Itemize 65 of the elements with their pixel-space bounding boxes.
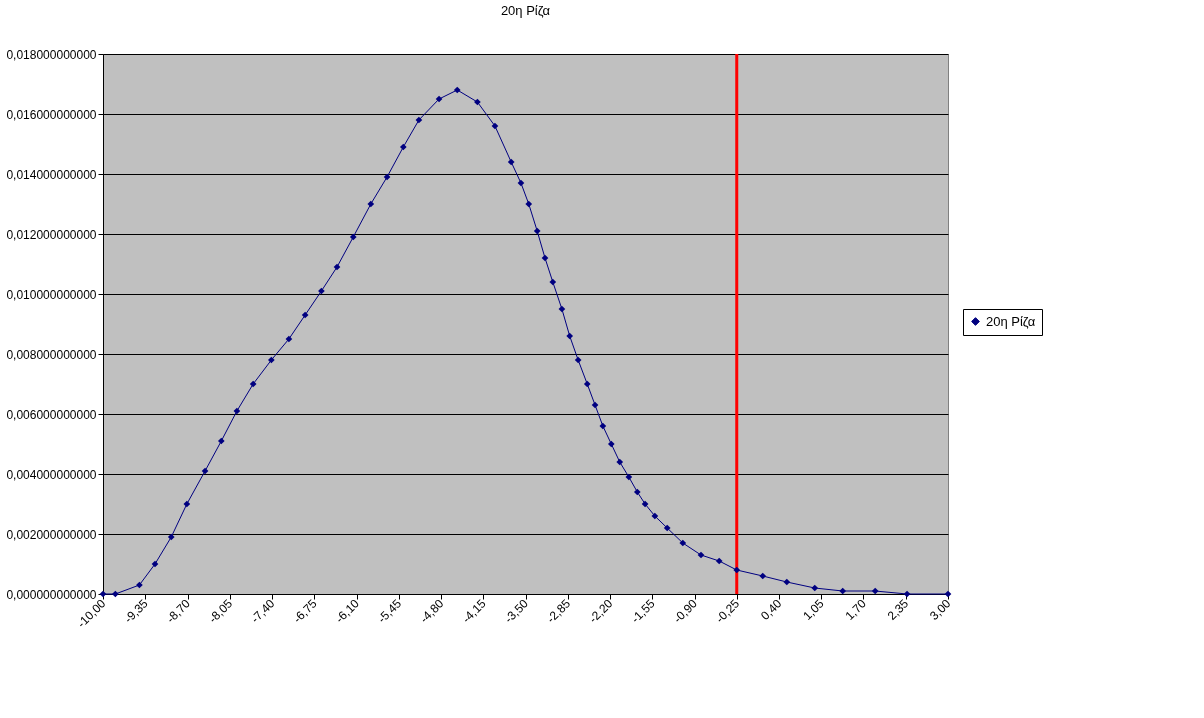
y-tick-label: 0,012000000000 (6, 227, 97, 242)
y-tick-label: 0,018000000000 (6, 47, 97, 62)
point (268, 356, 275, 364)
point (839, 587, 847, 595)
point (491, 122, 499, 130)
point (944, 590, 952, 598)
point (399, 143, 407, 151)
point (217, 437, 225, 445)
point (783, 578, 791, 586)
point (233, 407, 241, 415)
point (383, 173, 391, 181)
point (517, 179, 525, 187)
legend-label: 20η Ρίζα (986, 313, 1036, 329)
point (541, 254, 549, 262)
chart-title: 20η Ρίζα (500, 3, 551, 18)
x-tick-label: 0,40 (758, 596, 785, 623)
point (616, 458, 624, 466)
point (415, 116, 423, 124)
point (715, 557, 723, 565)
point (151, 560, 159, 568)
point (112, 590, 119, 598)
point (249, 380, 257, 388)
y-tick-label: 0,016000000000 (6, 107, 97, 122)
point (558, 305, 566, 313)
point (333, 263, 341, 271)
y-tick-label: 0,006000000000 (6, 407, 97, 422)
point (651, 512, 659, 520)
point (301, 311, 309, 319)
y-tick-label: 0,004000000000 (6, 467, 97, 482)
point (607, 440, 615, 448)
y-tick-label: 0,000000000000 (6, 587, 97, 602)
point (811, 584, 819, 592)
point (633, 488, 641, 496)
point (759, 572, 767, 580)
point (697, 551, 705, 559)
point (349, 233, 357, 241)
point (167, 533, 175, 541)
point (625, 473, 633, 481)
point (574, 356, 582, 364)
point (663, 524, 671, 532)
y-tick-label: 0,010000000000 (6, 287, 97, 302)
y-tick-label: 0,014000000000 (6, 167, 97, 182)
point (599, 422, 607, 430)
point (507, 158, 515, 166)
point (549, 278, 557, 286)
point (183, 500, 191, 508)
point (285, 335, 293, 343)
point (583, 380, 591, 388)
point (641, 500, 649, 508)
point (903, 590, 911, 598)
point (566, 332, 574, 340)
y-tick-label: 0,008000000000 (6, 347, 97, 362)
point (733, 566, 741, 574)
point (679, 539, 687, 547)
point (435, 95, 443, 103)
point (871, 587, 879, 595)
point (201, 467, 209, 475)
x-tick-label: 3,00 (927, 596, 954, 623)
y-tick-label: 0,002000000000 (6, 527, 97, 542)
point (453, 86, 461, 94)
point (533, 227, 541, 235)
x-tick-label: 1,70 (842, 596, 870, 623)
point (367, 200, 375, 208)
point (591, 401, 599, 409)
point (525, 200, 533, 208)
